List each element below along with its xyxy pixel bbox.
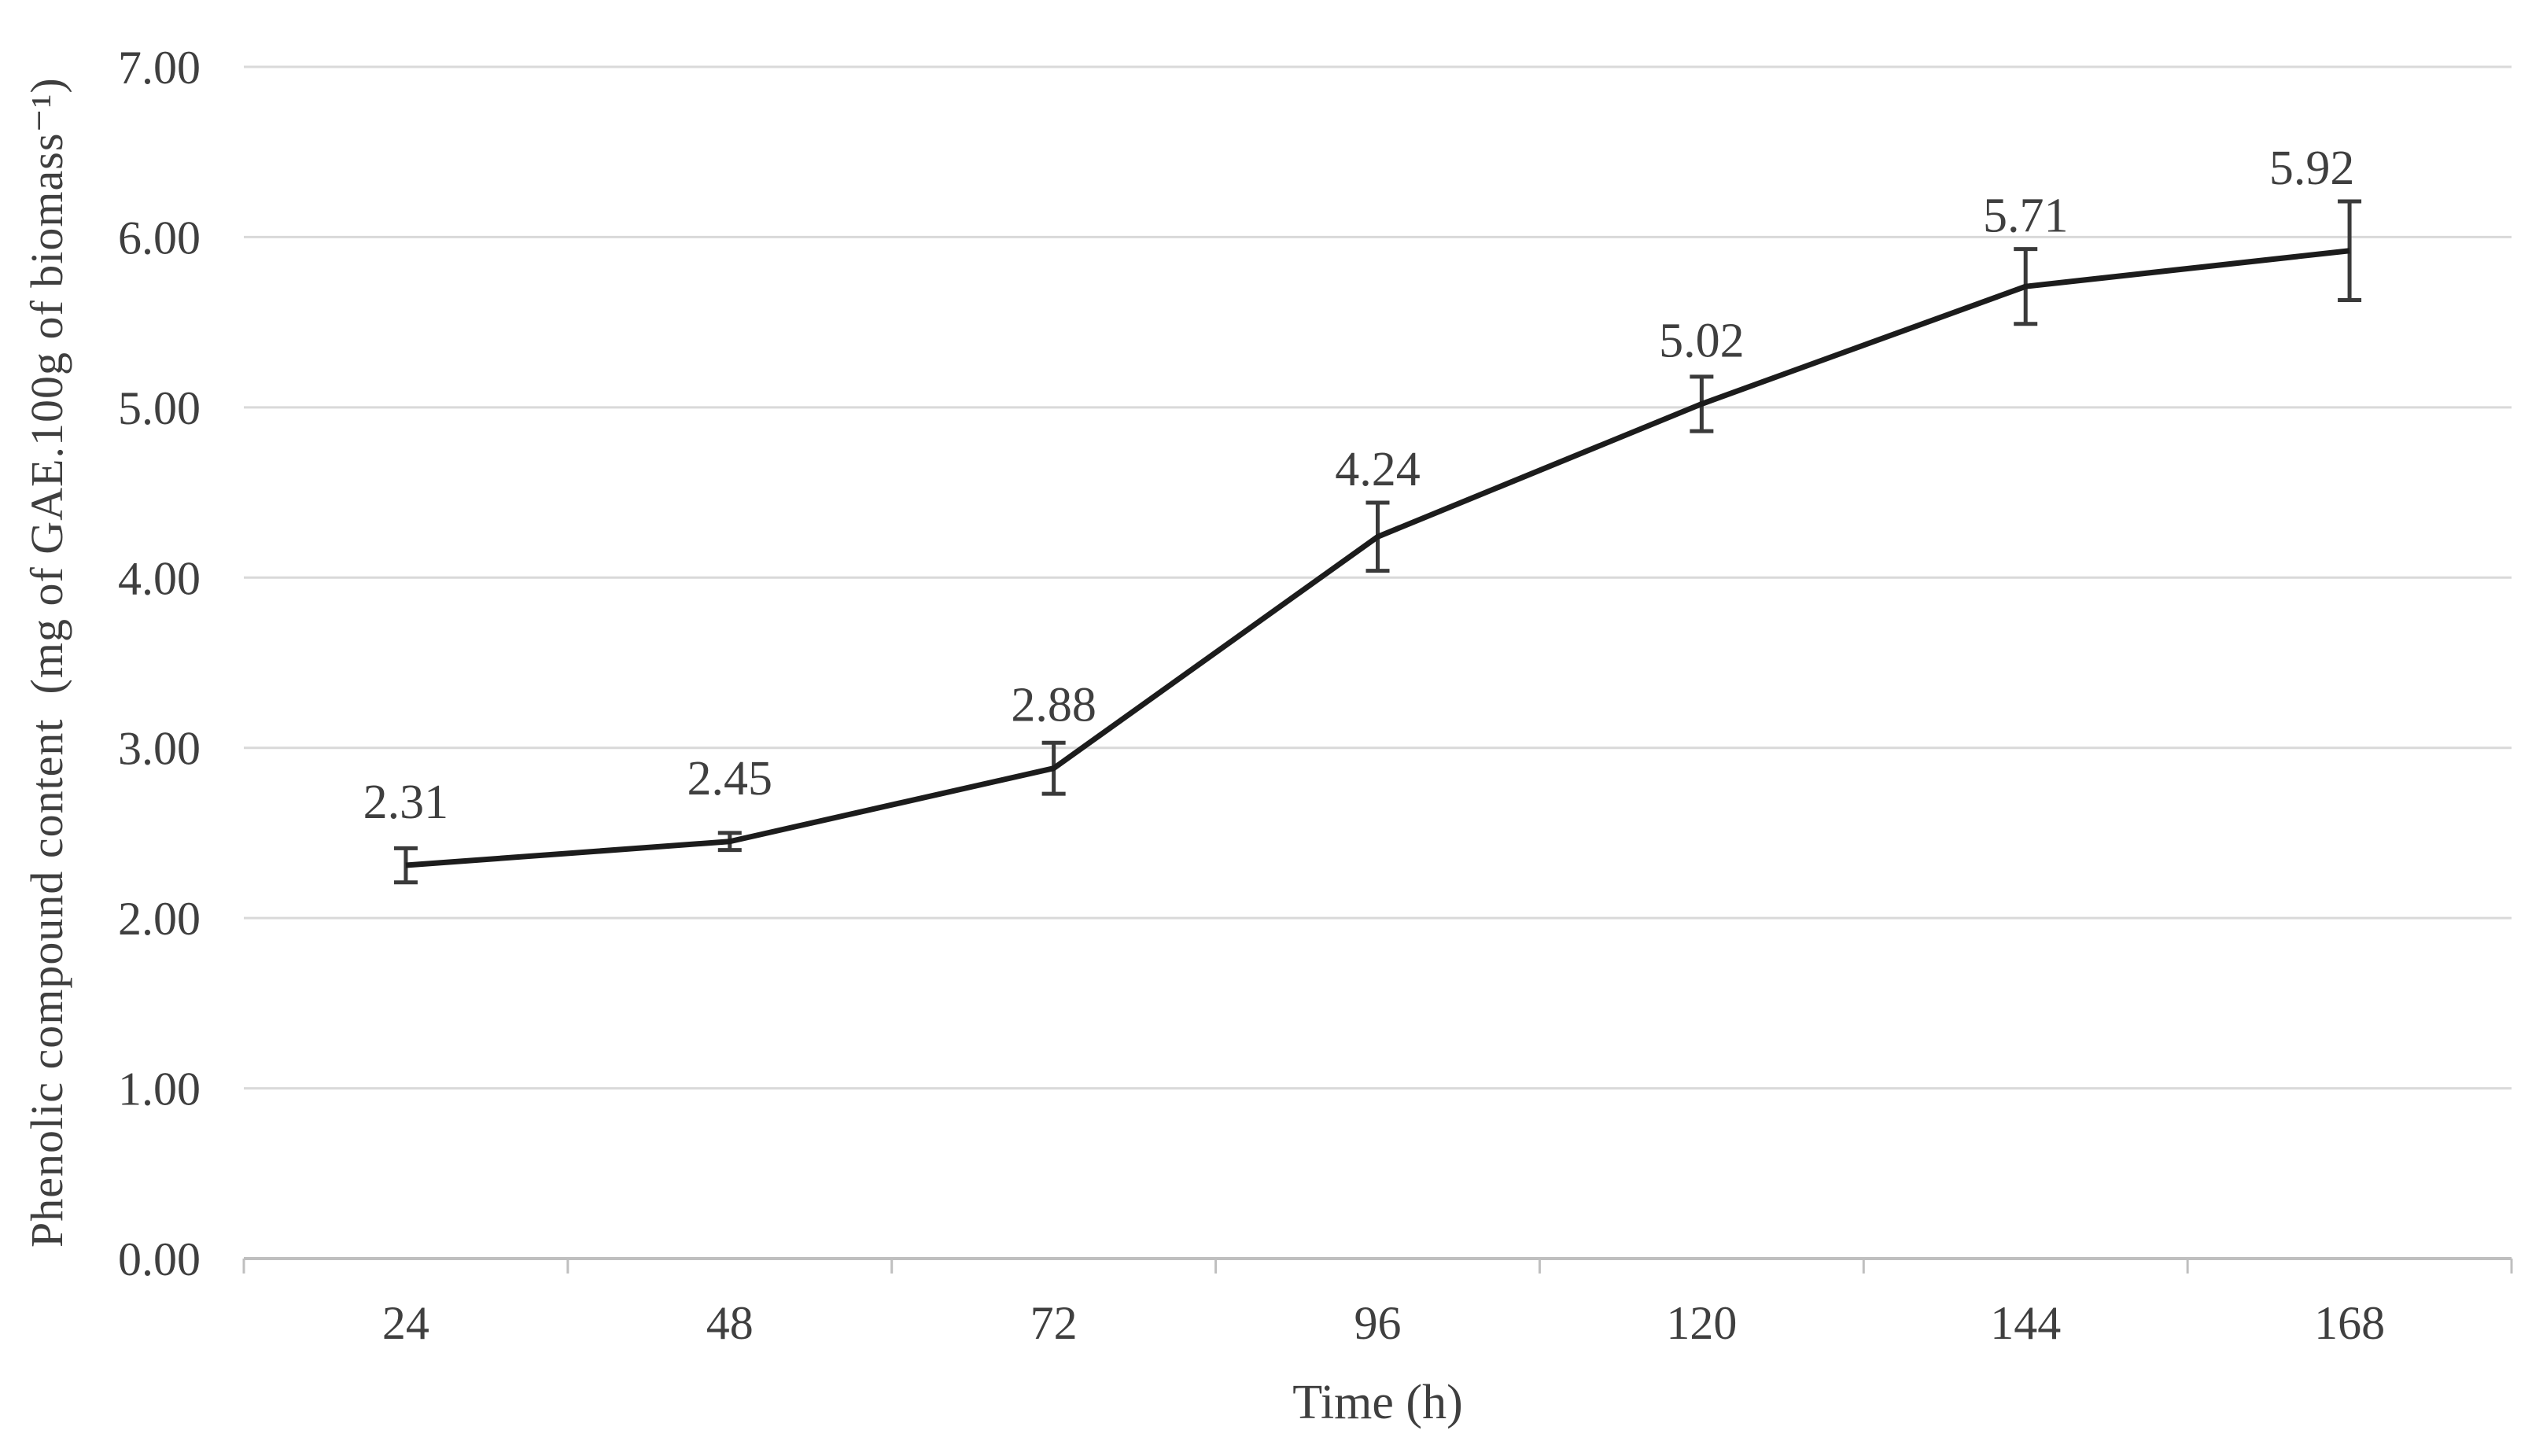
y-axis-title: Phenolic compound content (mg of GAE.100… [21, 77, 72, 1248]
x-tick-label: 144 [1990, 1297, 2061, 1349]
x-tick-label: 96 [1354, 1297, 1402, 1349]
y-tick-label: 3.00 [118, 723, 201, 775]
y-tick-label: 0.00 [118, 1233, 201, 1285]
y-tick-label: 7.00 [118, 42, 201, 94]
data-point-label: 4.24 [1335, 443, 1421, 496]
data-point-label: 5.02 [1659, 315, 1745, 368]
x-tick-label: 168 [2314, 1297, 2385, 1349]
data-series-line [405, 248, 2350, 868]
y-tick-label: 6.00 [118, 212, 201, 264]
data-point-label: 2.31 [363, 776, 449, 829]
x-tick-label: 120 [1666, 1297, 1737, 1349]
data-point-label: 5.92 [2269, 142, 2355, 195]
data-point-label: 2.45 [687, 752, 773, 805]
x-tick-label: 72 [1030, 1297, 1078, 1349]
x-tick-label: 24 [382, 1297, 429, 1349]
x-axis-title: Time (h) [1292, 1376, 1463, 1429]
y-tick-label: 1.00 [118, 1063, 201, 1115]
data-point-label: 2.88 [1011, 679, 1096, 732]
y-tick-label: 4.00 [118, 552, 201, 604]
y-tick-label: 2.00 [118, 893, 201, 945]
y-tick-label: 5.00 [118, 382, 201, 434]
data-point-label: 5.71 [1983, 190, 2069, 243]
x-tick-label: 48 [706, 1297, 754, 1349]
